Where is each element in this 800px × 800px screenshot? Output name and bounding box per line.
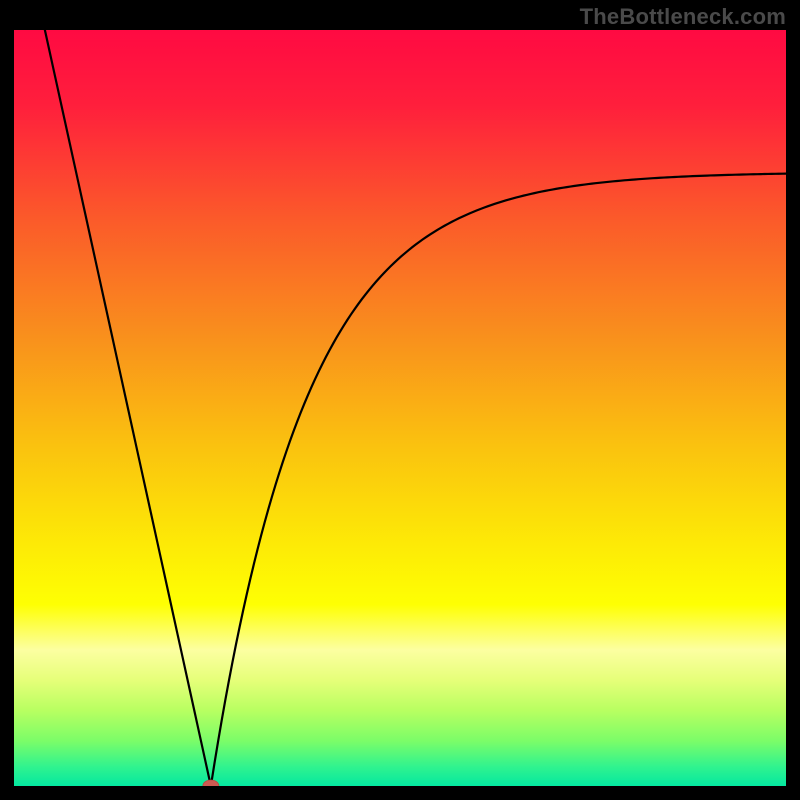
- watermark-text: TheBottleneck.com: [580, 4, 786, 30]
- chart-container: TheBottleneck.com: [0, 0, 800, 800]
- bottleneck-chart-svg: [14, 30, 786, 786]
- plot-area: [14, 30, 786, 786]
